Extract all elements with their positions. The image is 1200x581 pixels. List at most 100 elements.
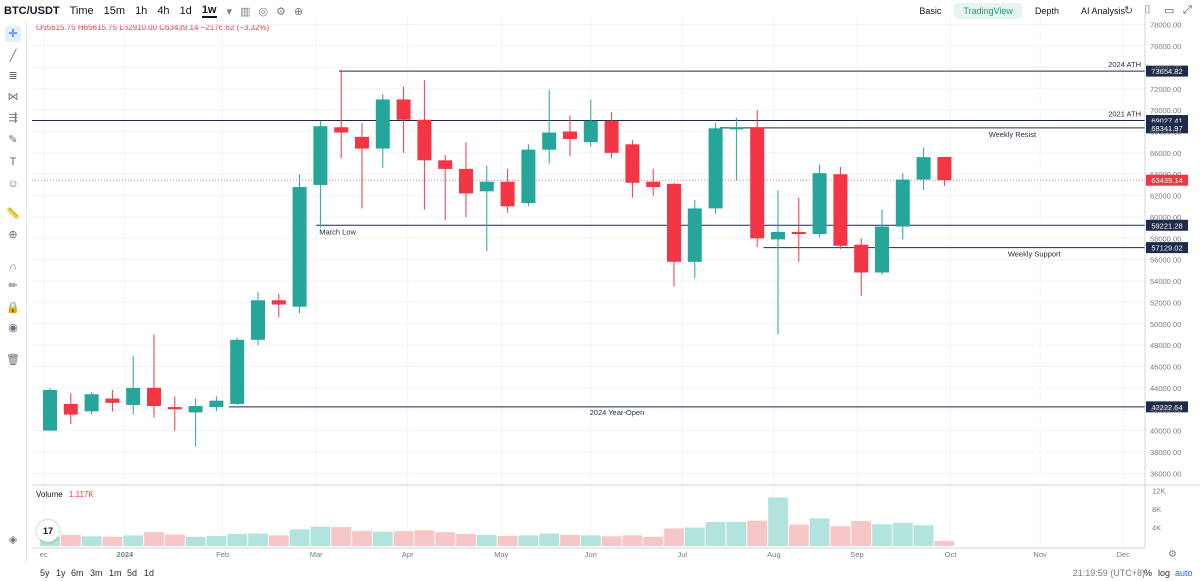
range-6m[interactable]: 6m xyxy=(71,568,84,578)
range-1y[interactable]: 1y xyxy=(56,568,66,578)
volume-bar xyxy=(81,536,102,546)
add-icon[interactable]: ⊕ xyxy=(293,5,304,18)
level-label: 2024 Year-Open xyxy=(590,408,645,417)
lock-draw-icon[interactable]: ✏ xyxy=(8,280,18,292)
range-1d[interactable]: 1d xyxy=(144,568,155,578)
candle-body xyxy=(355,136,369,149)
range-3m[interactable]: 3m xyxy=(90,568,103,578)
price-chart[interactable]: 2024 ATH 73654.82 2021 ATH 69027.41 Weekly R… xyxy=(0,0,1200,565)
time-interval-button[interactable]: Time xyxy=(69,5,94,17)
price-tick-label: 46000.00 xyxy=(1150,363,1181,372)
time-tick-label: Mar xyxy=(310,550,323,559)
price-tick-label: 52000.00 xyxy=(1150,298,1181,307)
timeframe-dropdown-icon[interactable]: ▾ xyxy=(226,5,233,18)
candle-type-icon[interactable]: ▥ xyxy=(240,5,251,18)
timeframe-1h[interactable]: 1h xyxy=(135,5,148,17)
candle-body xyxy=(625,144,640,183)
candle-body xyxy=(417,119,432,161)
level-label: 2021 ATH xyxy=(1108,110,1141,119)
pattern-icon[interactable]: ⋈ xyxy=(7,91,19,103)
candle-body xyxy=(500,181,515,207)
tab-depth[interactable]: Depth xyxy=(1034,6,1059,16)
trendline-icon[interactable]: ╱ xyxy=(9,50,17,62)
current-price-label: 63439.14 xyxy=(1151,176,1182,185)
crosshair-icon[interactable]: ✛ xyxy=(5,26,21,42)
brush-icon[interactable]: ✎ xyxy=(8,134,18,146)
volume-bar xyxy=(684,527,705,546)
emoji-icon[interactable]: ☺ xyxy=(7,178,19,190)
ohlc-close: C63439.14 xyxy=(159,23,199,32)
price-tick-label: 72000.00 xyxy=(1150,85,1181,94)
screenshot-icon[interactable]: ⌷ xyxy=(1144,4,1151,16)
volume-bar xyxy=(518,535,539,546)
price-tick-label: 74000.00 xyxy=(1150,63,1181,72)
level-label: Weekly Support xyxy=(1008,250,1062,259)
measure-tool-icon[interactable]: ⇶ xyxy=(8,112,18,124)
price-tick-label: 42000.00 xyxy=(1150,405,1181,414)
layers-icon[interactable]: ◈ xyxy=(8,534,18,546)
level-price-tag xyxy=(1146,65,1188,77)
candle-body xyxy=(147,387,161,407)
clock[interactable]: 21:19:59 (UTC+8) xyxy=(1072,568,1145,578)
lock-icon[interactable]: 🔒 xyxy=(6,302,20,314)
level-price-tag xyxy=(1146,219,1188,231)
candle-body xyxy=(542,132,557,150)
time-tick-label: ec xyxy=(40,550,48,559)
candle-body xyxy=(459,168,473,194)
volume-bar xyxy=(497,535,518,546)
volume-bar xyxy=(248,533,268,546)
tradingview-logo[interactable]: 17 xyxy=(37,520,59,542)
level-price-tag xyxy=(1146,122,1188,134)
candle-body xyxy=(375,99,390,149)
timeframe-15m[interactable]: 15m xyxy=(103,5,126,17)
candle-body xyxy=(937,156,952,181)
trash-icon[interactable]: 🗑 xyxy=(6,354,20,366)
tab-tradingview[interactable]: TradingView xyxy=(954,3,1022,19)
candle-body xyxy=(188,406,203,413)
volume-bar xyxy=(601,536,622,546)
text-icon[interactable]: T xyxy=(9,156,17,168)
candle-body xyxy=(271,300,286,305)
volume-bar xyxy=(705,522,726,546)
volume-tick-label: 4K xyxy=(1152,524,1161,533)
indicators-icon[interactable]: ◎ xyxy=(258,5,269,18)
level-price-label: 68341.97 xyxy=(1151,124,1182,133)
volume-bar xyxy=(913,525,934,546)
level-label: 2024 ATH xyxy=(1108,60,1141,69)
level-price-tag xyxy=(1146,242,1188,254)
ruler-icon[interactable]: 📏 xyxy=(6,208,20,220)
time-tick-label: Jul xyxy=(678,550,688,559)
range-5d[interactable]: 5d xyxy=(127,568,138,578)
candle-body xyxy=(916,157,931,180)
tab-basic[interactable]: Basic xyxy=(919,6,942,16)
ohlc-high: H65615.75 xyxy=(77,23,117,32)
zoom-icon[interactable]: ⊕ xyxy=(8,229,18,241)
timeframe-1w[interactable]: 1w xyxy=(201,4,217,18)
price-tick-label: 54000.00 xyxy=(1150,277,1181,286)
magnet-icon[interactable]: ∩ xyxy=(9,261,17,273)
symbol-name[interactable]: BTC/USDT xyxy=(4,5,60,17)
tab-ai-analysis[interactable]: AI Analysis xyxy=(1080,6,1125,16)
percent-toggle[interactable]: % xyxy=(1144,568,1153,578)
range-5y[interactable]: 5y xyxy=(40,568,50,578)
volume-bar xyxy=(268,535,289,546)
candle-body xyxy=(895,179,910,227)
refresh-icon[interactable]: ↻ xyxy=(1124,5,1134,17)
price-tick-label: 40000.00 xyxy=(1150,427,1181,436)
bottom-toolbar: 5y 1y 6m 3m 1m 5d 1d 21:19:59 (UTC+8) % … xyxy=(0,565,1200,581)
range-1m[interactable]: 1m xyxy=(109,568,122,578)
ohlc-low: L62910.00 xyxy=(119,23,158,32)
eye-icon[interactable]: ◉ xyxy=(8,322,18,334)
fullscreen-icon[interactable]: ⤢ xyxy=(1183,4,1192,16)
volume-label: Volume xyxy=(36,490,63,499)
volume-bar xyxy=(435,532,456,546)
log-toggle[interactable]: log xyxy=(1158,568,1171,578)
fib-icon[interactable]: ≣ xyxy=(8,70,18,82)
volume-bar xyxy=(310,526,331,546)
timeframe-4h[interactable]: 4h xyxy=(157,5,170,17)
settings-icon[interactable]: ⚙ xyxy=(276,5,286,18)
timeframe-1d[interactable]: 1d xyxy=(179,5,192,17)
level-price-tag xyxy=(1146,115,1188,127)
auto-toggle[interactable]: auto xyxy=(1175,568,1193,578)
layout-icon[interactable]: ▭ xyxy=(1164,5,1175,17)
